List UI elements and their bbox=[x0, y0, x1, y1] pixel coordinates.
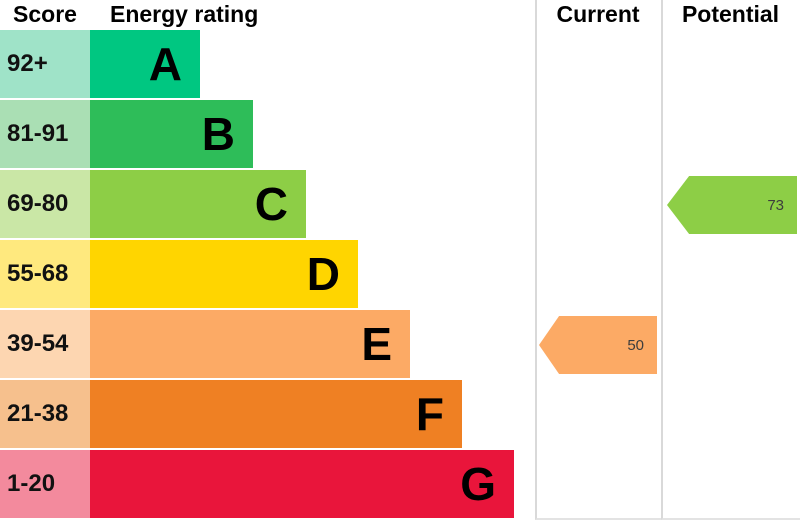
band-row-a: 92+ A bbox=[0, 30, 535, 100]
current-rating-arrow: 50 bbox=[539, 316, 657, 374]
band-row-b: 81-91 B bbox=[0, 100, 535, 170]
band-letter-f: F bbox=[415, 388, 444, 440]
potential-rating-arrow: 73 bbox=[667, 176, 797, 234]
header-energy-rating: Energy rating bbox=[110, 1, 259, 27]
potential-column bbox=[661, 0, 800, 520]
band-letter-e: E bbox=[361, 318, 392, 370]
band-letter-g: G bbox=[460, 458, 496, 510]
rating-bands: 92+ A 81-91 B 69-80 C 55-68 D 39-54 E 21-38 F 1-20 G bbox=[0, 30, 535, 520]
band-bar-a: A bbox=[90, 30, 200, 98]
band-row-d: 55-68 D bbox=[0, 240, 535, 310]
band-bar-g: G bbox=[90, 450, 514, 518]
band-letter-b: B bbox=[201, 108, 235, 160]
potential-rating-value: 73 bbox=[767, 196, 784, 214]
band-score-g: 1-20 bbox=[0, 450, 90, 518]
band-score-f: 21-38 bbox=[0, 380, 90, 448]
band-letter-c: C bbox=[254, 178, 288, 230]
header-current: Current bbox=[556, 1, 640, 27]
band-score-b: 81-91 bbox=[0, 100, 90, 168]
band-letter-d: D bbox=[306, 248, 340, 300]
header-score: Score bbox=[13, 1, 77, 27]
current-column bbox=[535, 0, 661, 520]
band-bar-c: C bbox=[90, 170, 306, 238]
band-bar-e: E bbox=[90, 310, 410, 378]
band-row-c: 69-80 C bbox=[0, 170, 535, 240]
band-row-f: 21-38 F bbox=[0, 380, 535, 450]
band-score-c: 69-80 bbox=[0, 170, 90, 238]
band-score-a: 92+ bbox=[0, 30, 90, 98]
band-score-d: 55-68 bbox=[0, 240, 90, 308]
band-bar-f: F bbox=[90, 380, 462, 448]
header-potential: Potential bbox=[681, 1, 780, 27]
current-rating-value: 50 bbox=[627, 336, 644, 354]
band-bar-d: D bbox=[90, 240, 358, 308]
band-row-e: 39-54 E bbox=[0, 310, 535, 380]
band-letter-a: A bbox=[148, 38, 182, 90]
band-bar-b: B bbox=[90, 100, 253, 168]
band-score-e: 39-54 bbox=[0, 310, 90, 378]
band-row-g: 1-20 G bbox=[0, 450, 535, 520]
